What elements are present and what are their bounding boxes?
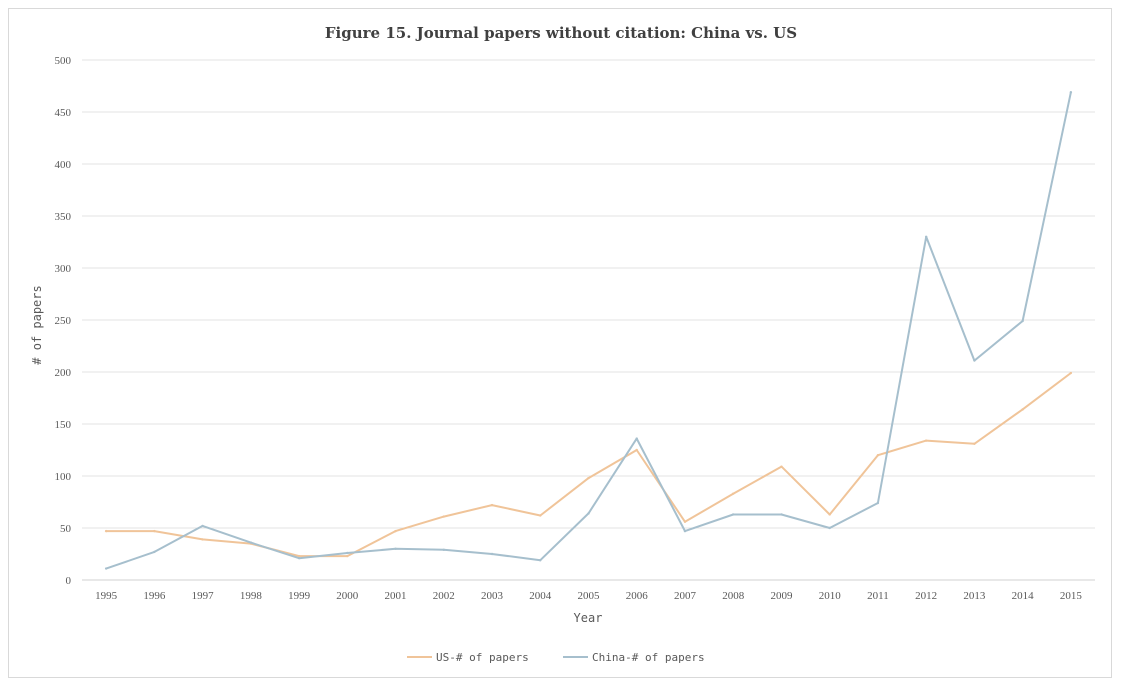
y-tick-label: 350 [55,211,72,223]
data-point [104,567,108,570]
data-point [297,556,301,560]
x-axis-ticks: 1995 1996 1997 1998 1999 2000 2001 2002 2003 2004… [95,590,1082,602]
x-tick-label: 2002 [433,590,455,602]
x-tick-label: 2005 [578,590,601,602]
x-tick-label: 2004 [529,590,552,602]
y-tick-label: 500 [55,55,72,67]
gridlines [82,59,1095,529]
data-point [201,538,204,541]
data-point [1069,91,1073,94]
x-tick-label: 2006 [626,590,649,602]
data-point [924,235,928,238]
data-point [780,513,783,516]
chart-frame: Figure 15. Journal papers without citati… [8,8,1112,678]
data-point [587,476,590,480]
x-tick-label: 2013 [963,590,986,602]
y-tick-label: 400 [55,159,72,171]
x-tick-label: 2007 [674,590,697,602]
data-point [876,454,880,457]
x-tick-label: 1996 [143,590,166,602]
data-point [732,513,735,516]
data-point [1021,319,1024,323]
x-tick-label: 2009 [770,590,793,602]
x-tick-label: 1999 [288,590,311,602]
data-point [635,448,638,452]
y-axis-ticks: 0 50 100 150 200 250 300 350 400 450 500 [55,55,72,587]
data-point [394,547,397,550]
x-tick-label: 1995 [95,590,118,602]
x-tick-label: 2012 [915,590,937,602]
data-point [683,529,687,533]
x-tick-label: 2014 [1012,590,1035,602]
data-point [1021,408,1024,411]
data-point [683,520,687,523]
x-tick-label: 2011 [867,590,889,602]
data-point [394,529,397,533]
data-point [490,552,494,556]
y-tick-label: 200 [55,367,72,379]
legend-label: China-# of papers [592,651,705,664]
line-chart: Figure 15. Journal papers without citati… [30,24,1095,664]
y-tick-label: 250 [55,315,72,327]
data-point [828,526,831,530]
data-point [249,541,253,544]
x-tick-label: 2003 [481,590,504,602]
x-axis-title: Year [574,611,603,625]
data-point [635,437,638,440]
data-point [346,551,349,555]
data-point [973,442,976,445]
x-tick-label: 2008 [722,590,745,602]
data-point [876,501,880,505]
x-tick-label: 1997 [192,590,215,602]
data-point [539,559,542,562]
data-point [442,515,445,518]
legend: US-# of papers China-# of papers [407,651,705,664]
y-tick-label: 450 [55,107,72,119]
y-axis-title: # of papers [30,285,44,364]
data-point [780,465,783,468]
data-point [587,512,590,515]
series-line-0 [106,372,1072,558]
data-point [539,514,542,517]
data-point [973,359,976,362]
data-point [104,529,108,533]
x-tick-label: 1998 [240,590,263,602]
data-point [924,439,928,442]
data-point [490,503,494,507]
data-point [1069,371,1073,375]
data-point [153,550,156,554]
chart-title: Figure 15. Journal papers without citati… [325,24,797,42]
y-tick-label: 300 [55,263,72,275]
data-point [201,524,204,528]
x-tick-label: 2000 [336,590,359,602]
y-tick-label: 150 [55,419,72,431]
legend-label: US-# of papers [436,651,529,664]
x-tick-label: 2015 [1060,590,1083,602]
x-tick-label: 2001 [385,590,407,602]
data-point [346,554,349,558]
x-tick-label: 2010 [819,590,842,602]
data-point [828,513,831,516]
data-point [153,529,156,533]
data-point [297,554,301,558]
y-tick-label: 100 [55,471,72,483]
series-lines [104,91,1073,570]
data-point [442,548,445,552]
y-tick-label: 0 [66,575,72,587]
data-point [732,492,735,495]
y-tick-label: 50 [60,523,72,535]
